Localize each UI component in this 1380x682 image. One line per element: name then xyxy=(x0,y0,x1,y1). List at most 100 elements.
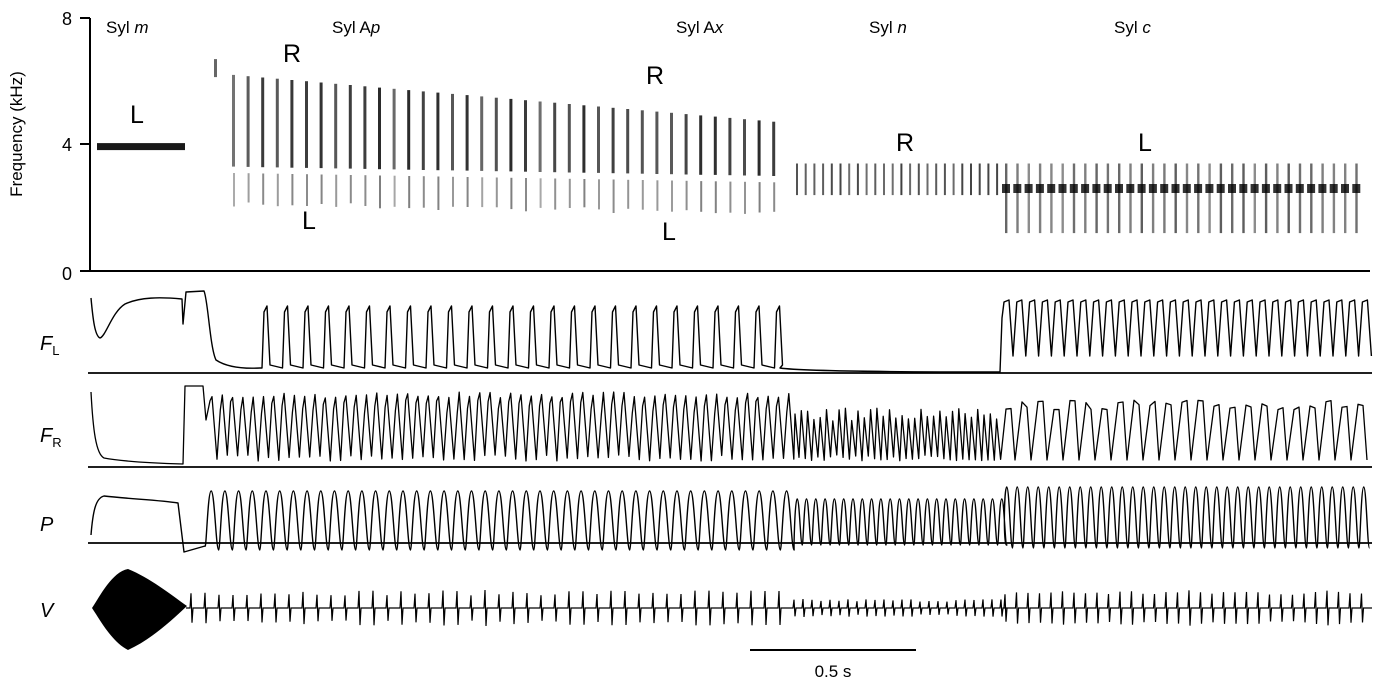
spec-note-ap-low-28 xyxy=(641,180,644,210)
spec-band-c-19 xyxy=(1216,184,1225,193)
spec-band-c-5 xyxy=(1058,184,1067,193)
spec-note-ap-24 xyxy=(582,105,586,173)
spec-note-c-10 xyxy=(1118,163,1121,234)
spec-note-n-9 xyxy=(874,163,877,196)
spec-band-c-7 xyxy=(1081,184,1090,193)
spec-note-c-19 xyxy=(1219,163,1223,234)
spec-note-ap-17 xyxy=(480,96,484,171)
spec-note-ap-low-22 xyxy=(554,178,557,210)
spec-note-c-12 xyxy=(1140,163,1143,234)
spec-band-c-3 xyxy=(1035,184,1044,193)
spec-note-ap-5 xyxy=(305,81,308,168)
spec-band-c-24 xyxy=(1273,184,1282,193)
spec-band-c-29 xyxy=(1329,184,1338,193)
spec-note-ap-28 xyxy=(640,110,644,174)
spec-note-n-10 xyxy=(883,163,885,196)
spec-note-ap-low-36 xyxy=(758,182,761,213)
trace-baselines xyxy=(88,372,1372,544)
spec-note-ap-low-27 xyxy=(627,179,630,209)
spec-note-n-5 xyxy=(839,163,842,196)
spec-note-ap-35 xyxy=(743,119,746,176)
spec-note-ap-low-33 xyxy=(714,181,717,214)
spec-note-n-11 xyxy=(891,163,894,196)
spec-note-ap-low-2 xyxy=(262,173,265,205)
trace-label-v: V xyxy=(40,600,55,622)
trace-label-fl: FL xyxy=(40,333,59,358)
spec-note-ap-low-32 xyxy=(700,181,703,212)
spec-note-ap-20 xyxy=(524,100,527,172)
spec-band-c-28 xyxy=(1318,184,1327,193)
spec-note-ap-36 xyxy=(757,120,761,176)
spec-band-c-15 xyxy=(1171,184,1180,193)
spec-band-c-4 xyxy=(1047,184,1056,193)
spec-band-c-31 xyxy=(1352,184,1361,193)
spec-note-ap-low-25 xyxy=(598,179,600,210)
syllable-label-m: Syl m xyxy=(106,18,149,37)
spec-band-c-17 xyxy=(1194,184,1203,193)
spec-band-c-30 xyxy=(1341,184,1349,193)
spec-note-ap-low-35 xyxy=(744,181,746,214)
spec-note-ap-12 xyxy=(407,90,411,170)
spec-note-c-29 xyxy=(1332,163,1336,234)
spec-note-ap-low-14 xyxy=(437,176,440,210)
spec-band-c-12 xyxy=(1137,184,1146,193)
y-tick-label-4: 4 xyxy=(62,135,72,155)
spec-note-ap-13 xyxy=(421,91,425,170)
syllable-label-ap: Syl Ap xyxy=(332,18,380,37)
spec-note-ap-23 xyxy=(567,104,571,173)
spec-note-ap-low-34 xyxy=(729,181,732,213)
spec-note-ap-6 xyxy=(319,82,323,169)
spec-note-c-5 xyxy=(1061,163,1064,234)
spec-note-ap-26 xyxy=(611,107,615,174)
spec-note-n-0 xyxy=(796,163,798,196)
spec-note-n-4 xyxy=(830,163,833,196)
spec-band-c-16 xyxy=(1182,184,1191,193)
spec-note-ap-low-17 xyxy=(481,177,484,208)
spec-note-ap-low-0 xyxy=(233,173,235,207)
spec-note-ap-37 xyxy=(772,121,776,176)
spec-note-ap-14 xyxy=(436,92,440,171)
spec-note-ap-21 xyxy=(538,101,542,172)
spec-band-c-9 xyxy=(1103,184,1112,193)
fl-trace xyxy=(90,290,1373,373)
spec-note-c-25 xyxy=(1287,163,1290,234)
spec-note-n-6 xyxy=(848,163,851,196)
spec-band-c-2 xyxy=(1024,184,1033,193)
spec-note-n-8 xyxy=(865,163,868,196)
spec-note-n-2 xyxy=(813,163,816,196)
spec-note-ap-low-24 xyxy=(583,179,586,208)
spec-note-ap-2 xyxy=(261,77,265,168)
spec-note-ap-low-19 xyxy=(510,177,513,210)
spec-note-ap-low-11 xyxy=(393,175,396,207)
y-axis-label: Frequency (kHz) xyxy=(7,71,26,197)
spec-note-c-20 xyxy=(1231,163,1234,234)
spec-note-ap-low-18 xyxy=(495,177,498,208)
spec-band-c-23 xyxy=(1261,184,1270,193)
trace-label-fr: FR xyxy=(40,425,62,450)
spec-note-c-1 xyxy=(1016,163,1019,234)
spec-note-ap-low-3 xyxy=(276,173,279,207)
spec-note-ap-8 xyxy=(348,85,352,169)
spec-note-ap-0 xyxy=(232,74,235,167)
side-label-n-right: R xyxy=(896,129,914,157)
spec-note-c-23 xyxy=(1264,163,1268,234)
spec-note-c-26 xyxy=(1298,163,1302,234)
spec-band-c-0 xyxy=(1002,184,1010,193)
spec-note-ap-low-8 xyxy=(349,175,352,204)
spec-note-c-7 xyxy=(1084,163,1087,234)
spec-note-ap-low-9 xyxy=(364,175,367,206)
y-tick-label-0: 0 xyxy=(62,264,72,284)
spec-note-n-17 xyxy=(943,163,946,196)
spec-note-c-2 xyxy=(1027,163,1030,234)
syllable-label-c: Syl c xyxy=(1114,18,1151,37)
spec-note-ap-9 xyxy=(363,86,367,169)
spec-note-ap-19 xyxy=(509,98,513,172)
spec-note-ap-low-15 xyxy=(452,176,454,207)
spec-note-c-28 xyxy=(1321,163,1324,234)
spec-band-c-27 xyxy=(1307,184,1316,193)
side-label-ax-left: L xyxy=(662,218,676,246)
time-scale-bar: 0.5 s xyxy=(750,649,916,681)
spec-note-ap-low-5 xyxy=(306,174,308,206)
spec-note-ap-4 xyxy=(290,80,294,168)
spec-note-ap-low-37 xyxy=(773,182,776,212)
